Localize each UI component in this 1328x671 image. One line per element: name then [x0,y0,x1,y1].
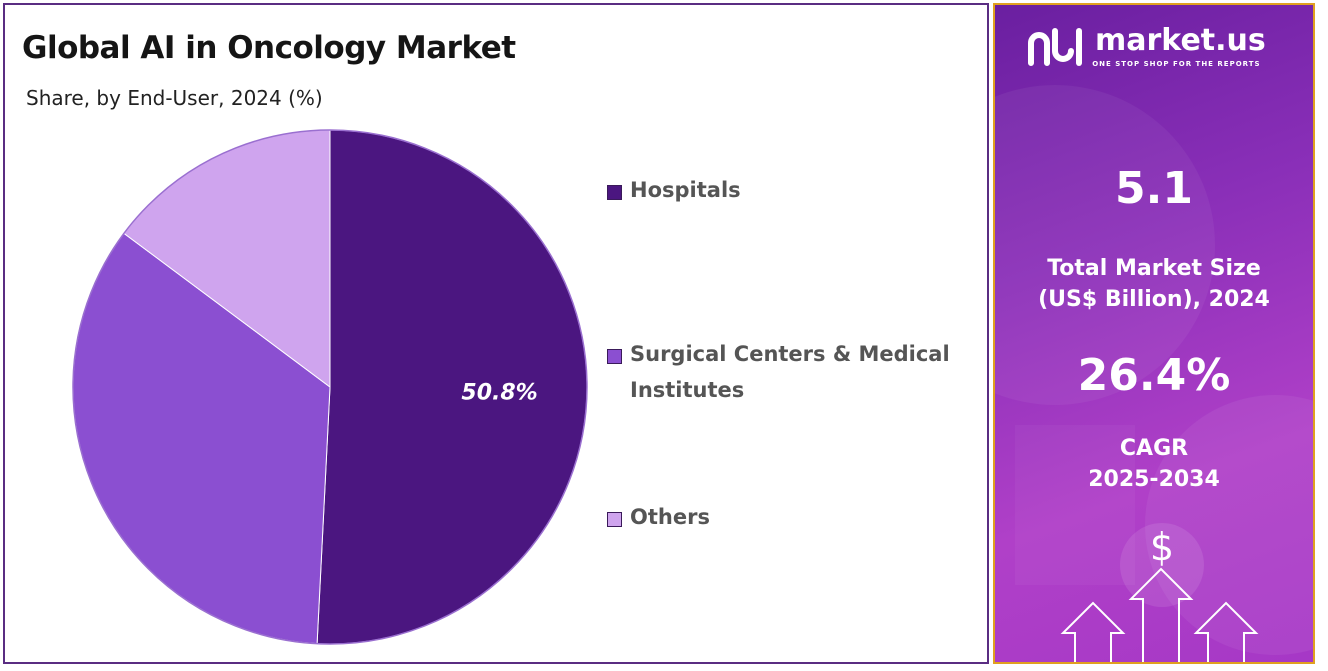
cagr-label: CAGR [1119,436,1189,461]
background-decoration [995,85,1313,655]
market-size-label-line2: (US$ Billion), 2024 [1038,287,1270,312]
market-size-value: 5.1 [1115,163,1193,214]
market-us-logo-icon [1028,28,1082,66]
legend-item-hospitals: Hospitals [607,178,980,208]
legend-label: Surgical Centers & Medical Institutes [630,342,950,402]
market-size-label-line1: Total Market Size [1047,256,1261,281]
brand-name: market.us [1095,23,1266,58]
cagr-period: 2025-2034 [1088,467,1220,492]
legend-swatch [607,185,622,200]
legend-item-surgical-centers: Surgical Centers & Medical Institutes [607,342,980,408]
legend-label: Hospitals [630,178,741,202]
dollar-arrows-icon: $ [1060,523,1259,662]
chart-subtitle: Share, by End-User, 2024 (%) [26,86,323,110]
legend-swatch [607,512,622,527]
data-label-hospitals: 50.8% [461,380,537,405]
info-panel: market.us ONE STOP SHOP FOR THE REPORTS … [993,3,1315,664]
legend-item-others: Others [607,505,980,535]
chart-title: Global AI in Oncology Market [22,30,516,66]
legend-label: Others [630,505,710,529]
legend-swatch [607,349,622,364]
pie-chart: 50.8% [72,129,588,645]
svg-text:$: $ [1150,525,1174,569]
market-us-logo: market.us ONE STOP SHOP FOR THE REPORTS [1025,23,1266,71]
pie-slice-hospitals [316,129,588,645]
brand-tagline: ONE STOP SHOP FOR THE REPORTS [1092,60,1261,68]
pie-outline [72,129,588,645]
cagr-value: 26.4% [1077,350,1231,401]
